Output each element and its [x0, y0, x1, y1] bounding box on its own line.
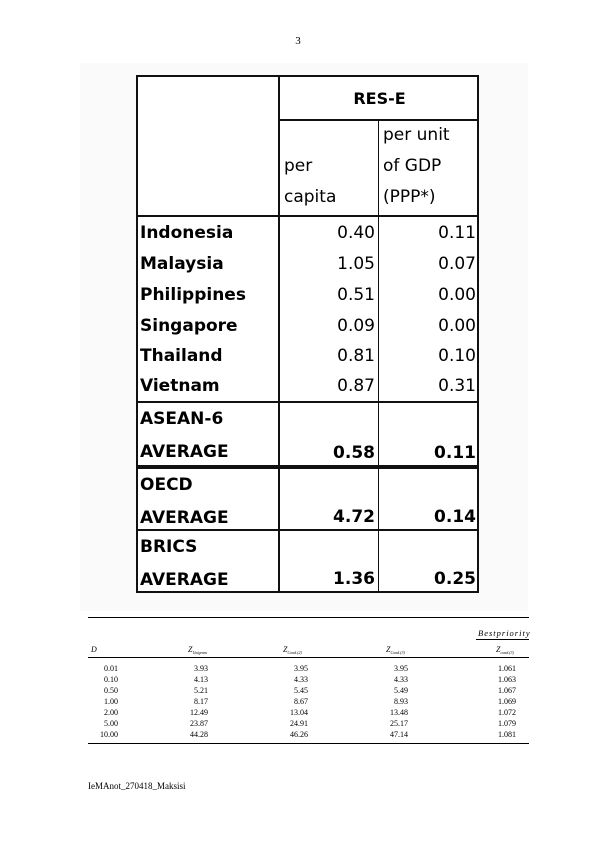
per-capita-value: 0.09: [337, 315, 375, 336]
country-name: Malaysia: [140, 253, 224, 274]
column-header: ZCond.(3): [386, 645, 405, 655]
per-gdp-value: 0.11: [438, 222, 476, 243]
table-row: 10.00 44.28 46.26 47.14 1.081: [100, 730, 516, 739]
per-capita-value: 0.81: [337, 345, 375, 366]
footer-text: IeMAnot_270418_Maksisi: [88, 781, 186, 791]
bottom-rule: [88, 743, 529, 744]
header-per-capita: per capita: [284, 156, 337, 207]
country-name: Thailand: [140, 345, 223, 366]
country-name: Vietnam: [140, 375, 220, 396]
column-header: D: [91, 645, 97, 654]
column-header: ZUnigram: [188, 645, 207, 655]
per-gdp-value: 0.00: [438, 315, 476, 336]
aggregate-per-capita: 4.72: [333, 507, 375, 527]
country-name: Philippines: [140, 284, 246, 305]
aggregate-label: ASEAN-6 AVERAGE: [140, 409, 229, 462]
column-header: Zcond.(3): [496, 645, 514, 655]
aggregate-per-capita: 1.36: [333, 569, 375, 589]
res-e-table: RES-E per capita per unit of GDP (PPP*) …: [136, 75, 479, 593]
table-row: 2.00 12.49 13.04 13.48 1.072: [104, 708, 516, 717]
table-row: 0.10 4.13 4.33 4.33 1.063: [104, 675, 516, 684]
per-capita-value: 0.87: [337, 375, 375, 396]
page-number: 3: [295, 35, 301, 47]
country-name: Indonesia: [140, 222, 234, 243]
aggregate-per-gdp: 0.25: [434, 569, 476, 589]
table-row: 5.00 23.87 24.91 25.17 1.079: [104, 719, 516, 728]
aggregate-per-gdp: 0.14: [434, 507, 476, 527]
aggregate-per-capita: 0.58: [333, 443, 375, 463]
group-header: Bestpriority: [478, 628, 531, 638]
per-gdp-value: 0.07: [438, 253, 476, 274]
aggregate-label: BRICS AVERAGE: [140, 537, 229, 590]
table-row: 0.01 3.93 3.95 3.95 1.061: [104, 664, 516, 673]
header-rule: [88, 657, 529, 658]
res-e-table-figure: RES-E per capita per unit of GDP (PPP*) …: [80, 63, 528, 611]
aggregate-per-gdp: 0.11: [434, 443, 476, 463]
country-name: Singapore: [140, 315, 238, 336]
per-gdp-value: 0.31: [438, 375, 476, 396]
header-res-e: RES-E: [353, 88, 406, 108]
table-row: 1.00 8.17 8.67 8.93 1.069: [104, 697, 516, 706]
top-rule: [88, 617, 529, 618]
header-per-gdp: per unit of GDP (PPP*): [383, 125, 450, 207]
per-capita-value: 0.51: [337, 284, 375, 305]
column-header: ZCond.(2): [283, 645, 302, 655]
per-gdp-value: 0.10: [438, 345, 476, 366]
table-row: 0.50 5.21 5.45 5.49 1.067: [104, 686, 516, 695]
per-capita-value: 0.40: [337, 222, 375, 243]
per-capita-value: 1.05: [337, 253, 375, 274]
per-gdp-value: 0.00: [438, 284, 476, 305]
aggregate-label: OECD AVERAGE: [140, 475, 229, 528]
